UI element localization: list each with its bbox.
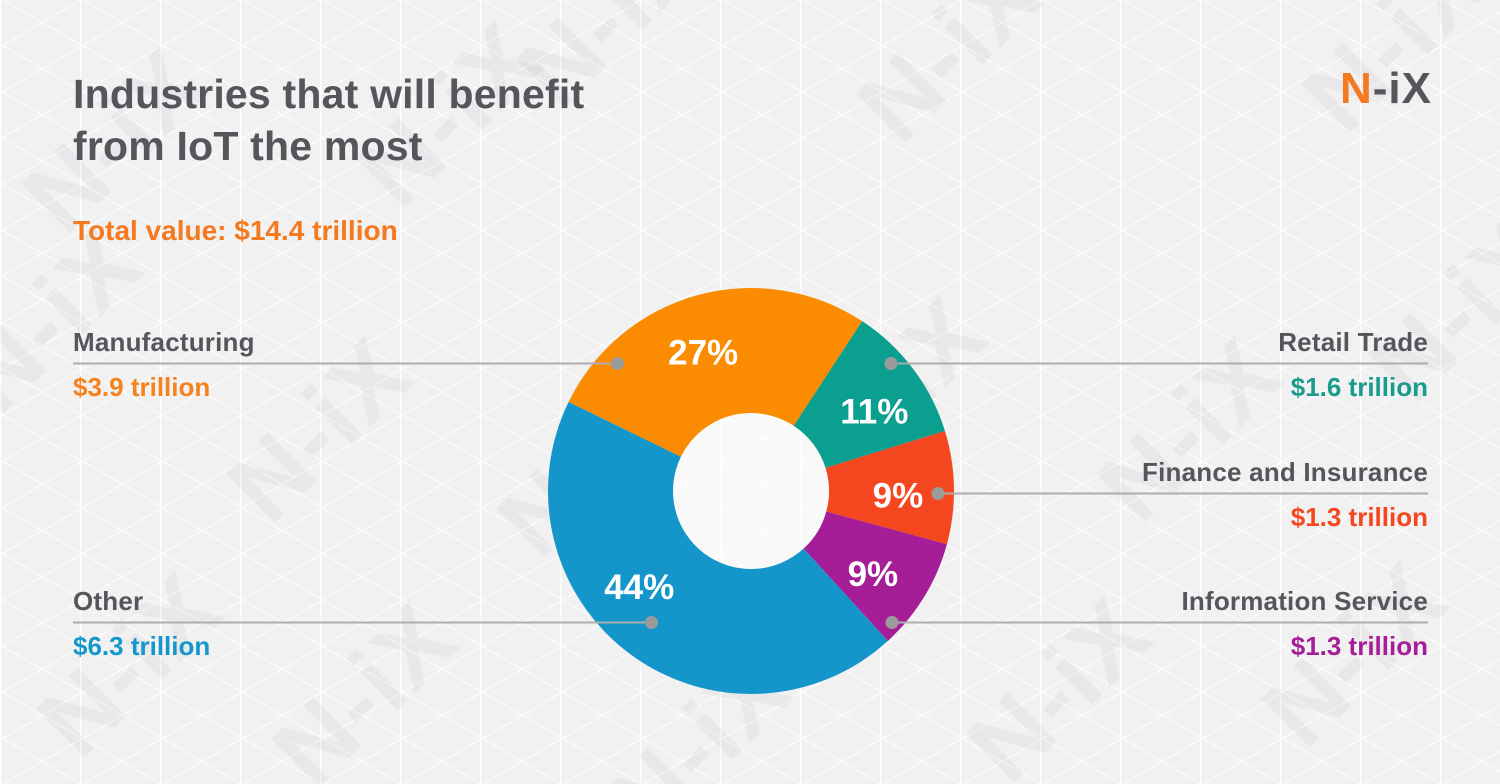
page-title-line1: Industries that will benefit — [73, 71, 585, 117]
slice-value: $1.3 trillion — [1290, 502, 1428, 532]
slice-value: $6.3 trillion — [73, 631, 211, 661]
leader-dot-retail-trade — [884, 357, 898, 370]
leader-dot-information-service — [885, 616, 899, 629]
percent-label-information-service: 9% — [848, 555, 899, 594]
leader-dot-manufacturing — [611, 357, 624, 370]
pie-slice-retail-trade — [793, 321, 945, 468]
logo-prefix: N — [1339, 64, 1373, 113]
callout-finance-label: Finance and Insurance — [1142, 457, 1428, 488]
leader-dot-other — [645, 616, 658, 629]
callout-other-label: Other — [73, 586, 143, 617]
percent-label-other: 44% — [604, 568, 674, 607]
page-title: Industries that will benefit from IoT th… — [73, 68, 584, 172]
callout-retail-value: $1.6 trillion — [1291, 372, 1428, 403]
donut-hole — [673, 413, 829, 569]
slice-label: Other — [73, 586, 144, 616]
percent-label-finance-and-insurance: 9% — [873, 476, 924, 515]
pie-slice-other — [547, 402, 888, 694]
percent-label-manufacturing: 27% — [668, 334, 738, 373]
slice-label: Information Service — [1181, 586, 1428, 616]
slice-label: Retail Trade — [1278, 327, 1428, 357]
leader-dot-finance-and-insurance — [931, 487, 945, 500]
slice-label: Manufacturing — [73, 327, 255, 357]
pie-slice-information-service — [803, 511, 947, 641]
slice-label: Finance and Insurance — [1142, 457, 1428, 487]
slice-value: $3.9 trillion — [73, 372, 211, 402]
callout-information-label: Information Service — [1181, 586, 1428, 617]
callout-finance-value: $1.3 trillion — [1291, 502, 1428, 533]
percent-label-retail-trade: 11% — [840, 393, 908, 432]
pie-slice-finance-and-insurance — [825, 430, 954, 545]
slice-value: $1.3 trillion — [1290, 631, 1428, 661]
callout-manufacturing-label: Manufacturing — [73, 327, 255, 358]
total-value-label: Total value: $14.4 trillion — [73, 215, 398, 246]
callout-information-value: $1.3 trillion — [1291, 631, 1428, 662]
callout-retail-label: Retail Trade — [1278, 327, 1428, 358]
callout-manufacturing-value: $3.9 trillion — [73, 372, 210, 403]
logo-suffix: -iX — [1372, 64, 1432, 113]
pie-slice-manufacturing — [568, 288, 863, 457]
company-logo: N-iX — [1340, 64, 1432, 114]
callout-other-value: $6.3 trillion — [73, 631, 210, 662]
page-title-line2: from IoT the most — [73, 123, 423, 169]
slice-value: $1.6 trillion — [1290, 372, 1428, 402]
